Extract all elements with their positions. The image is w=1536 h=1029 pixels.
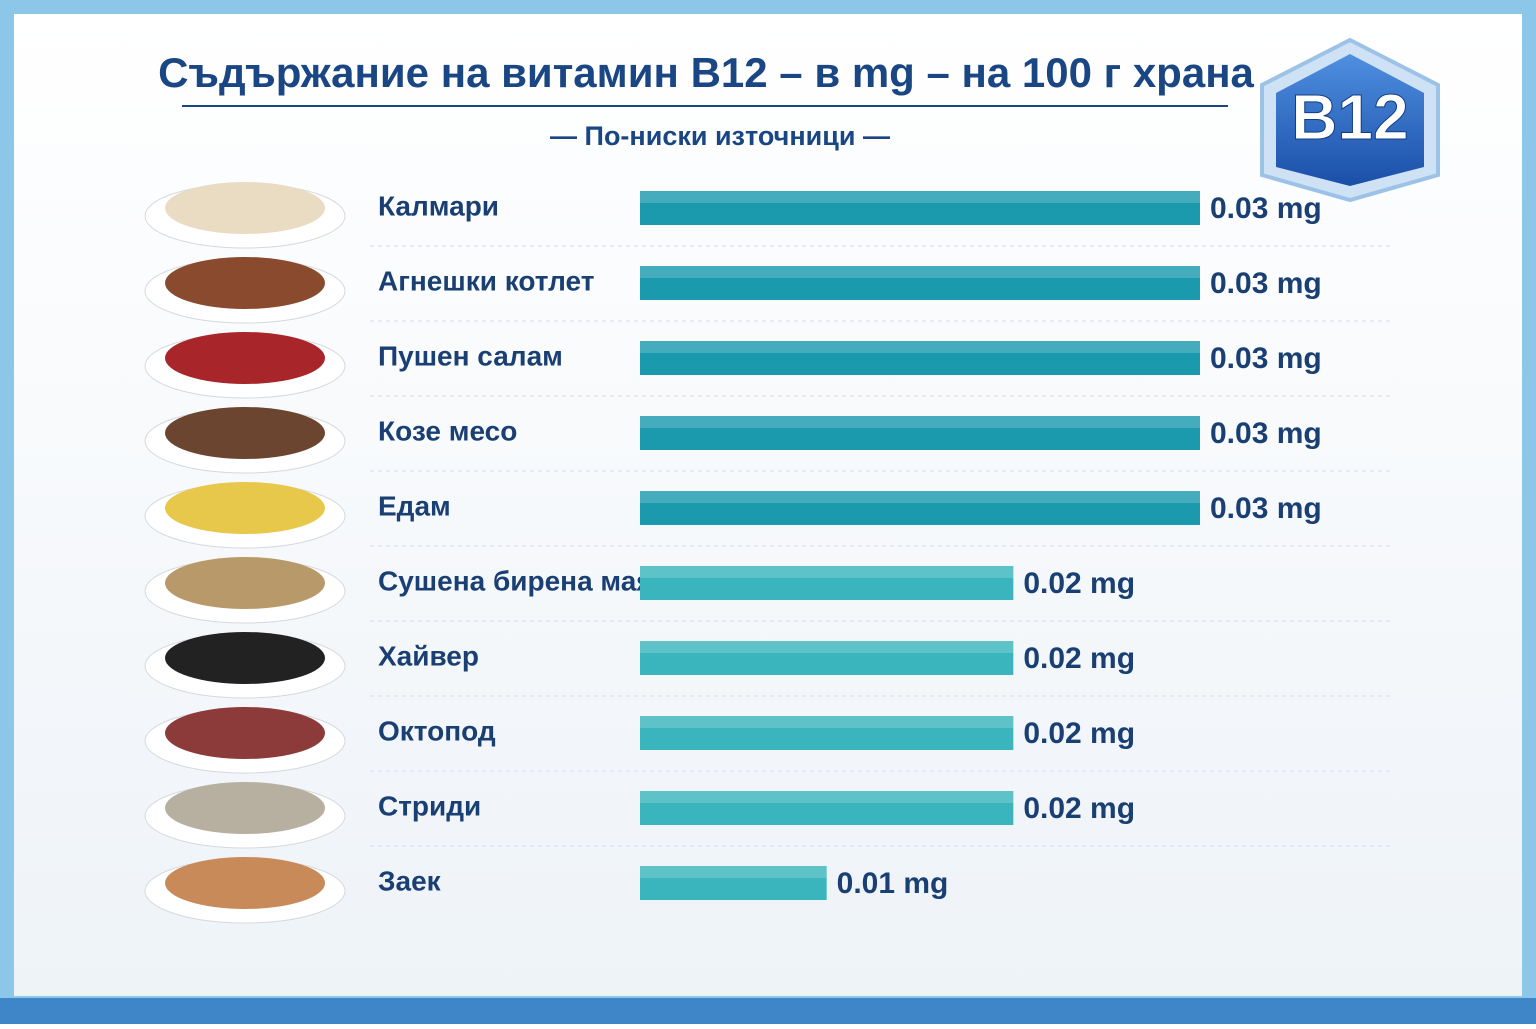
badge: B12 (1260, 37, 1440, 203)
food-image (165, 782, 325, 834)
bar-highlight (640, 716, 1014, 728)
value-label: 0.03 mg (1210, 342, 1322, 375)
bar-highlight (640, 566, 1014, 578)
food-image (165, 707, 325, 759)
category-label: Заек (378, 865, 442, 896)
food-image (165, 332, 325, 384)
bar-highlight (640, 191, 1200, 203)
badge-hex (1276, 54, 1424, 186)
bar (640, 266, 1200, 300)
value-label: 0.03 mg (1210, 417, 1322, 450)
value-label: 0.03 mg (1210, 192, 1322, 225)
bar (640, 566, 1014, 600)
footer-band (0, 998, 1536, 1024)
bar (640, 641, 1014, 675)
food-image (165, 407, 325, 459)
bar-highlight (640, 341, 1200, 353)
bar (640, 341, 1200, 375)
bar (640, 191, 1200, 225)
category-label: Агнешки котлет (378, 265, 594, 296)
food-image (165, 857, 325, 909)
bar-highlight (640, 266, 1200, 278)
bar-highlight (640, 641, 1014, 653)
bar (640, 791, 1014, 825)
value-label: 0.02 mg (1023, 792, 1135, 825)
category-label: Пушен салам (378, 340, 563, 371)
bar-highlight (640, 491, 1200, 503)
category-label: Сушена бирена мая (378, 565, 653, 596)
category-label: Хайвер (378, 640, 479, 671)
category-label: Калмари (378, 190, 499, 221)
category-label: Октопод (378, 715, 496, 746)
chart-title: Съдържание на витамин B12 – в mg – на 10… (158, 49, 1254, 96)
value-label: 0.02 mg (1023, 717, 1135, 750)
bar-highlight (640, 866, 827, 878)
bar-highlight (640, 791, 1014, 803)
category-label: Козе месо (378, 415, 517, 446)
food-image (165, 182, 325, 234)
bar-highlight (640, 416, 1200, 428)
value-label: 0.03 mg (1210, 492, 1322, 525)
food-image (165, 257, 325, 309)
food-image (165, 632, 325, 684)
badge-text: B12 (1291, 81, 1408, 153)
value-label: 0.02 mg (1023, 567, 1135, 600)
food-image (165, 482, 325, 534)
chart-subtitle: — По-ниски източници — (550, 121, 890, 151)
category-label: Едам (378, 490, 451, 521)
bar (640, 416, 1200, 450)
category-label: Стриди (378, 790, 481, 821)
bar (640, 716, 1014, 750)
value-label: 0.02 mg (1023, 642, 1135, 675)
bar (640, 491, 1200, 525)
bar (640, 866, 827, 900)
value-label: 0.01 mg (837, 867, 949, 900)
food-image (165, 557, 325, 609)
value-label: 0.03 mg (1210, 267, 1322, 300)
